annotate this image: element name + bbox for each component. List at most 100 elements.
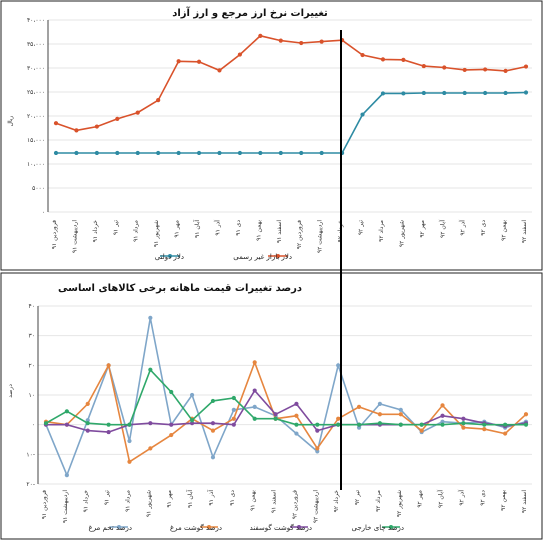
data-point [156,98,161,103]
data-point [53,150,59,156]
data-point [483,90,488,96]
data-point [64,409,69,414]
data-point [252,404,257,409]
x-tick-label: مرداد ۹۱ [124,490,131,512]
x-tick-label: بهمن ۹۲ [500,490,507,511]
y-tick-label: ۱۵،۰۰۰ [27,137,45,144]
x-tick-label: فروردین ۹۱ [41,490,48,519]
x-tick-label: شهریور ۹۱ [145,490,152,517]
data-point [440,422,445,427]
x-tick-label: اردیبهشت ۹۱ [62,490,69,523]
data-point [53,121,59,126]
legend-swatch-marker-tea [389,525,393,529]
data-point [461,416,466,421]
data-point [169,389,174,395]
data-point [440,419,445,424]
y-tick-label: ۲۰،۰۰۰ [27,113,45,120]
data-point [148,315,153,320]
data-point [135,150,140,156]
data-point [398,407,403,412]
bottom-chart-title: درصد تغییرات قیمت ماهانه برخی کالاهای اس… [58,283,302,294]
data-point [176,59,181,64]
data-point [294,413,299,418]
data-point [115,116,120,121]
x-tick-label: خرداد ۹۱ [92,220,99,243]
data-point [252,388,257,393]
y-tick-label: ۱۰- [26,451,35,458]
data-point [74,150,79,156]
data-point [43,421,49,426]
data-point [503,90,508,96]
data-point [440,413,445,418]
data-point [461,425,466,430]
data-point [115,150,120,156]
data-point [419,422,424,427]
data-point [336,363,341,368]
data-point [336,422,341,427]
x-tick-label: اسفند ۹۱ [276,220,283,243]
legend-label-tea: درصد چای خارجی [351,524,404,532]
data-point [106,429,111,435]
top-panel-frame [0,0,543,271]
data-point [127,438,132,444]
data-point [231,395,236,401]
legend-swatch-marker-egg [117,525,121,529]
y-tick-label: ۲۵،۰۰۰ [27,89,45,96]
data-point [380,57,386,62]
data-point [442,65,447,70]
data-point [127,422,132,427]
x-tick-label: آذر ۹۲ [458,220,467,236]
y-tick-label: ۲۰ [29,362,35,369]
x-tick-label: بهمن ۹۱ [250,490,257,511]
data-point [319,150,324,156]
data-point [135,110,140,115]
top-y-ticks: ۰ ۵۰۰۰ ۱۰،۰۰۰ ۱۵،۰۰۰ ۲۰،۰۰۰ ۲۵،۰۰۰ ۳۰،۰۰۰ ۳۵،۰۰… [27,17,45,216]
y-tick-label: ۱۰ [29,392,35,399]
legend-swatch-marker-lamb [297,525,301,529]
data-point [237,150,243,156]
x-tick-label: دی ۹۱ [229,490,236,506]
data-point [106,363,111,368]
data-point [210,428,216,433]
data-point [273,416,278,421]
data-point [85,421,90,426]
series-line [45,317,527,478]
data-point [299,150,304,156]
top-series [53,33,529,156]
data-point [74,128,79,133]
y-tick-label: ۴۰،۰۰۰ [27,17,45,24]
x-tick-label: اردیبهشت ۹۲ [312,490,319,523]
data-point [169,422,174,427]
data-point [356,404,362,409]
x-tick-label: بهمن ۹۲ [501,220,508,241]
data-point [315,449,320,454]
data-point [148,367,153,372]
x-tick-label: دی ۹۲ [479,490,486,506]
data-point [360,52,365,58]
x-tick-label: آبان ۹۲ [437,220,446,238]
data-point [217,150,222,156]
data-point [169,432,174,438]
data-point [64,422,69,427]
series-line [56,91,527,154]
data-point [189,421,195,426]
x-tick-label: مهر ۹۱ [166,490,173,508]
data-point [148,421,153,426]
data-point [294,422,299,427]
data-point [189,392,195,398]
data-point [278,38,283,43]
legend-swatch-marker-unofficial-dollar [276,254,280,258]
x-tick-label: اردیبهشت ۹۱ [71,220,78,253]
data-point [210,421,216,426]
top-y-axis-label: ریال [7,116,14,127]
bottom-y-ticks: ۲۰- ۱۰- ۰ ۱۰ ۲۰ ۳۰ ۴۰ [26,303,35,488]
x-tick-label: خرداد ۹۲ [333,490,340,513]
data-point [377,421,383,426]
data-point [523,422,529,427]
x-tick-label: فروردین ۹۲ [291,490,298,519]
series-line [45,360,527,464]
data-point [482,427,487,432]
data-point [356,425,362,430]
top-x-ticks: فروردین ۹۱ اردیبهشت ۹۱ خرداد ۹۱ تیر ۹۱ مرداد… [51,220,528,253]
